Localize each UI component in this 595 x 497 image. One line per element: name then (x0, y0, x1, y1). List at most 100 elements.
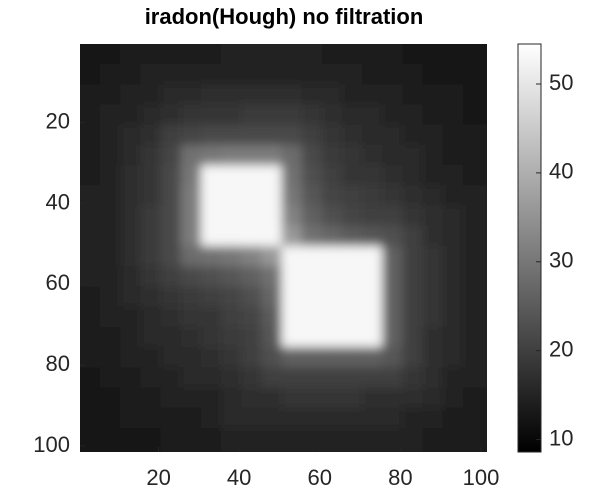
heatmap-cell (321, 407, 343, 429)
heatmap-cell (180, 124, 202, 146)
heatmap-cell (422, 104, 444, 126)
heatmap-cell (341, 225, 363, 247)
heatmap-cell (180, 44, 202, 65)
heatmap-cell (180, 84, 202, 106)
heatmap-cell (341, 64, 363, 85)
heatmap-cell (140, 245, 162, 267)
heatmap-cell (301, 367, 323, 388)
heatmap-cell (180, 104, 202, 126)
heatmap-cell (442, 44, 464, 65)
heatmap-cell (462, 185, 487, 207)
heatmap-cell (462, 104, 487, 126)
heatmap-cell (321, 165, 343, 186)
heatmap-cell (341, 165, 363, 186)
heatmap-cell (301, 84, 323, 106)
heatmap-cell (301, 427, 323, 452)
heatmap-cell (200, 205, 222, 227)
chart-title: iradon(Hough) no filtration (145, 4, 424, 29)
heatmap-cell (80, 185, 101, 207)
heatmap-cell (462, 144, 487, 166)
heatmap-cell (281, 387, 303, 409)
heatmap-cell (341, 346, 363, 368)
heatmap-cell (160, 104, 182, 126)
heatmap-cell (120, 225, 141, 247)
heatmap-cell (100, 387, 121, 409)
heatmap-cell (200, 326, 222, 348)
heatmap-cell (301, 64, 323, 85)
heatmap-cell (261, 306, 282, 328)
heatmap-cell (402, 387, 424, 409)
heatmap-cell (140, 185, 162, 207)
heatmap-cell (422, 245, 444, 267)
heatmap-cell (362, 286, 383, 308)
heatmap-cell (341, 144, 363, 166)
heatmap-cell (160, 205, 182, 227)
heatmap-cell (422, 286, 444, 308)
heatmap-cell (442, 225, 464, 247)
heatmap-cell (221, 427, 242, 452)
heatmap-cell (241, 44, 262, 65)
heatmap-cell (341, 326, 363, 348)
heatmap-cell (341, 124, 363, 146)
heatmap-cell (321, 266, 343, 287)
heatmap-cell (422, 84, 444, 106)
heatmap-cell (281, 64, 303, 85)
heatmap-cell (402, 306, 424, 328)
heatmap-cell (321, 326, 343, 348)
heatmap-cell (200, 64, 222, 85)
heatmap-cell (120, 286, 141, 308)
heatmap-cell (261, 205, 282, 227)
heatmap-cell (140, 84, 162, 106)
heatmap-cell (382, 387, 403, 409)
heatmap-cell (120, 266, 141, 287)
heatmap-cell (422, 306, 444, 328)
heatmap-cell (462, 367, 487, 388)
heatmap-cell (301, 245, 323, 267)
heatmap-cell (80, 387, 101, 409)
heatmap-cell (442, 165, 464, 186)
heatmap-cell (281, 286, 303, 308)
heatmap-cell (301, 104, 323, 126)
heatmap-cell (382, 346, 403, 368)
y-tick-label: 100 (33, 432, 70, 457)
heatmap-cell (160, 387, 182, 409)
heatmap-cell (100, 64, 121, 85)
heatmap-cell (100, 266, 121, 287)
x-tick-label: 80 (388, 465, 412, 490)
heatmap-cell (362, 165, 383, 186)
heatmap-cell (341, 306, 363, 328)
heatmap-cell (462, 306, 487, 328)
heatmap-cell (402, 427, 424, 452)
heatmap-cell (200, 306, 222, 328)
heatmap-cell (200, 44, 222, 65)
heatmap-cell (442, 407, 464, 429)
heatmap-cell (221, 44, 242, 65)
heatmap-cell (100, 44, 121, 65)
heatmap-cell (341, 185, 363, 207)
heatmap-cell (402, 245, 424, 267)
heatmap-cell (221, 225, 242, 247)
heatmap-cell (301, 205, 323, 227)
heatmap-cell (281, 165, 303, 186)
heatmap-cell (402, 286, 424, 308)
heatmap-cell (341, 84, 363, 106)
heatmap-cell (442, 245, 464, 267)
heatmap-cell (241, 64, 262, 85)
heatmap-cell (80, 84, 101, 106)
heatmap-cell (140, 346, 162, 368)
heatmap-cell (80, 286, 101, 308)
heatmap-cell (80, 104, 101, 126)
heatmap-cell (422, 44, 444, 65)
heatmap-cell (462, 44, 487, 65)
heatmap-cell (261, 185, 282, 207)
heatmap-cell (442, 64, 464, 85)
heatmap-cell (120, 387, 141, 409)
heatmap-cell (422, 205, 444, 227)
heatmap-cell (100, 165, 121, 186)
heatmap-cell (442, 124, 464, 146)
heatmap-cell (321, 286, 343, 308)
heatmap-cell (221, 306, 242, 328)
heatmap-cell (120, 407, 141, 429)
heatmap-cell (100, 84, 121, 106)
heatmap-cell (301, 346, 323, 368)
